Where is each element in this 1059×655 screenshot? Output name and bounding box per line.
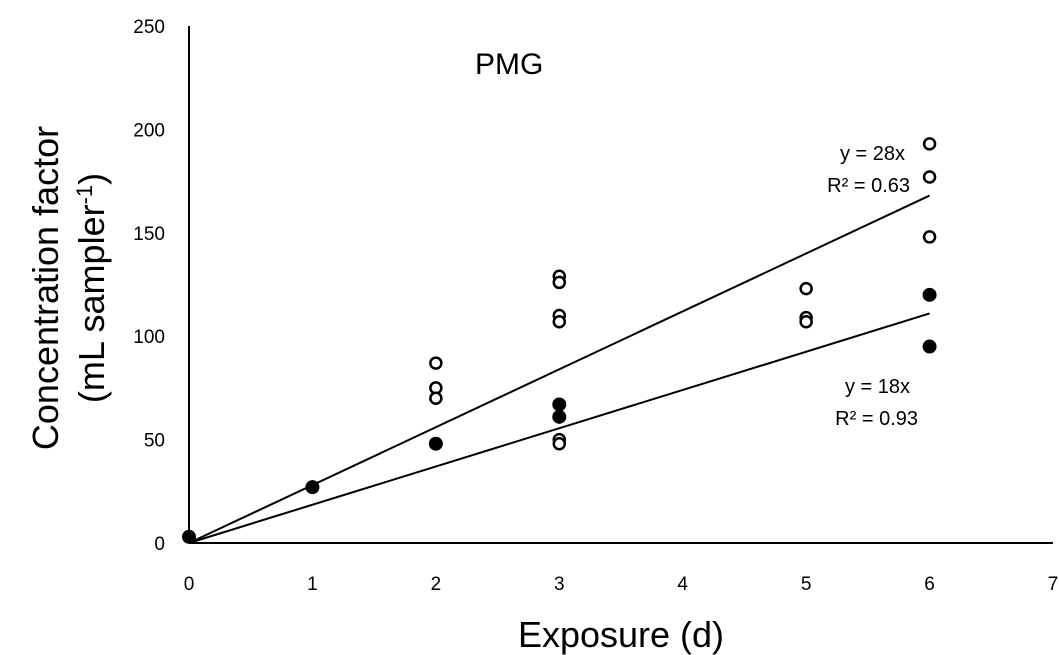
filled-circle-point (922, 339, 937, 354)
data-points-layer (182, 137, 937, 544)
filled-circle-point (305, 480, 320, 495)
y-tick-label: 150 (133, 224, 165, 245)
axes-layer (188, 26, 1053, 544)
open-circle-point (552, 436, 567, 451)
filled-circle-point (428, 436, 443, 451)
x-tick-label: 5 (801, 574, 812, 595)
y-tick-label: 100 (133, 327, 165, 348)
x-tick-label: 0 (184, 574, 195, 595)
x-tick-label: 3 (554, 574, 565, 595)
trendline-equation-filled: y = 18x (845, 376, 910, 398)
filled-circle-point (552, 409, 567, 424)
tick-labels-layer: 0 1 2 3 4 5 6 7 0 50 100 150 200 250 (133, 17, 1058, 595)
x-axis-title: Exposure (d) (518, 614, 724, 655)
y-axis-title-line1: Concentration factor (25, 126, 66, 450)
x-tick-label: 1 (307, 574, 318, 595)
filled-circle-point (552, 397, 567, 412)
y-axis-title-line2: (mL sampler-1) (71, 173, 112, 403)
trendlines-layer (188, 194, 930, 544)
y-axis-title-line2-main: (mL sampler (71, 204, 112, 403)
panel-label: PMG (475, 48, 543, 81)
y-tick-label: 200 (133, 120, 165, 141)
open-circle-point (799, 281, 813, 296)
open-circle-point (552, 314, 567, 329)
trendline-series-2 (188, 312, 930, 544)
y-tick-label: 250 (133, 17, 165, 38)
y-tick-label: 50 (144, 431, 165, 452)
trendline-series-1 (188, 194, 930, 544)
open-circle-point (429, 391, 443, 405)
x-tick-label: 6 (924, 574, 935, 595)
trendline-r2-open: R² = 0.63 (827, 175, 910, 197)
trendline-r2-filled: R² = 0.93 (835, 408, 918, 430)
open-circle-point (922, 230, 937, 244)
open-circle-point (429, 356, 443, 370)
x-tick-label: 2 (431, 574, 442, 595)
filled-circle-point (182, 529, 196, 544)
y-axis-title-line2-sup: -1 (72, 185, 97, 205)
open-circle-point (552, 275, 567, 290)
y-axis-title-line2-end: ) (71, 173, 112, 185)
open-circle-point (922, 137, 937, 151)
open-circle-point (799, 314, 813, 329)
y-tick-label: 0 (154, 534, 165, 555)
open-circle-point (922, 170, 937, 184)
x-tick-label: 4 (677, 574, 688, 595)
x-tick-label: 7 (1048, 574, 1059, 595)
trendline-equation-open: y = 28x (840, 143, 905, 165)
filled-circle-point (922, 287, 937, 302)
